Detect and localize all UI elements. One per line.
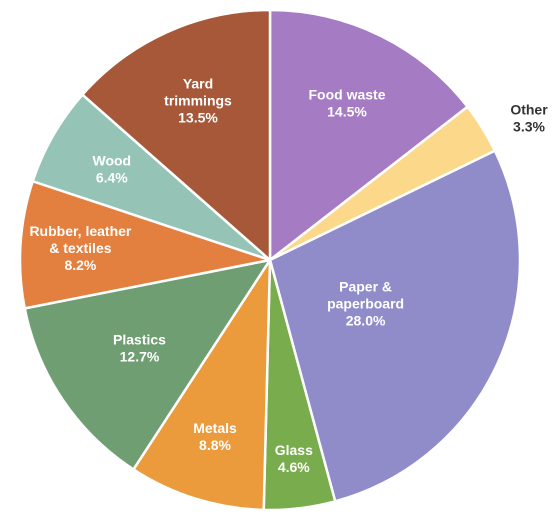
pie-category-label: Rubber, leather [29, 223, 131, 239]
pie-label-food-waste: Food waste 14.5% [308, 86, 385, 119]
pie-value-label: 8.8% [199, 437, 231, 453]
pie-category-label: Yard [183, 76, 213, 92]
pie-category-label: Metals [193, 420, 237, 436]
pie-value-label: 8.2% [64, 257, 96, 273]
pie-category-label: Paper & [339, 279, 392, 295]
pie-slices [18, 8, 522, 512]
pie-value-label: 14.5% [327, 103, 367, 119]
pie-slice-paper-paperboard [268, 149, 522, 503]
pie-category-label: Food waste [308, 86, 385, 102]
pie-label-glass: Glass 4.6% [275, 442, 313, 475]
pie-value-label: 28.0% [346, 313, 386, 329]
pie-slice-metals [132, 258, 272, 512]
pie-category-label: Glass [275, 442, 313, 458]
pie-value-label: 3.3% [513, 119, 545, 135]
pie-label-paper-paperboard: Paper & paperboard 28.0% [327, 279, 404, 329]
pie-label-yard-trimmings: Yard trimmings 13.5% [164, 76, 232, 126]
pie-labels: Food waste 14.5% Other 3.3% Paper & paperboar… [29, 76, 548, 476]
pie-value-label: 12.7% [120, 349, 160, 365]
pie-value-label: 6.4% [96, 170, 128, 186]
pie-category-label: Plastics [113, 332, 166, 348]
pie-category-label: Other [510, 102, 548, 118]
pie-label-plastics: Plastics 12.7% [113, 332, 166, 365]
pie-label-other: Other 3.3% [510, 102, 548, 135]
pie-category-label: paperboard [327, 296, 404, 312]
pie-slice-yard-trimmings [81, 8, 272, 262]
pie-value-label: 13.5% [178, 110, 218, 126]
pie-category-label: trimmings [164, 93, 232, 109]
pie-category-label: Wood [92, 153, 131, 169]
pie-slice-plastics [23, 258, 272, 471]
pie-slice-rubber-leather-textiles [18, 180, 272, 310]
pie-category-label: & textiles [49, 240, 111, 256]
pie-value-label: 4.6% [278, 459, 310, 475]
pie-label-wood: Wood 6.4% [92, 153, 131, 186]
pie-label-metals: Metals 8.8% [193, 420, 237, 453]
pie-label-rubber-leather-textiles: Rubber, leather & textiles 8.2% [29, 223, 131, 273]
pie-slice-food-waste [268, 8, 469, 262]
